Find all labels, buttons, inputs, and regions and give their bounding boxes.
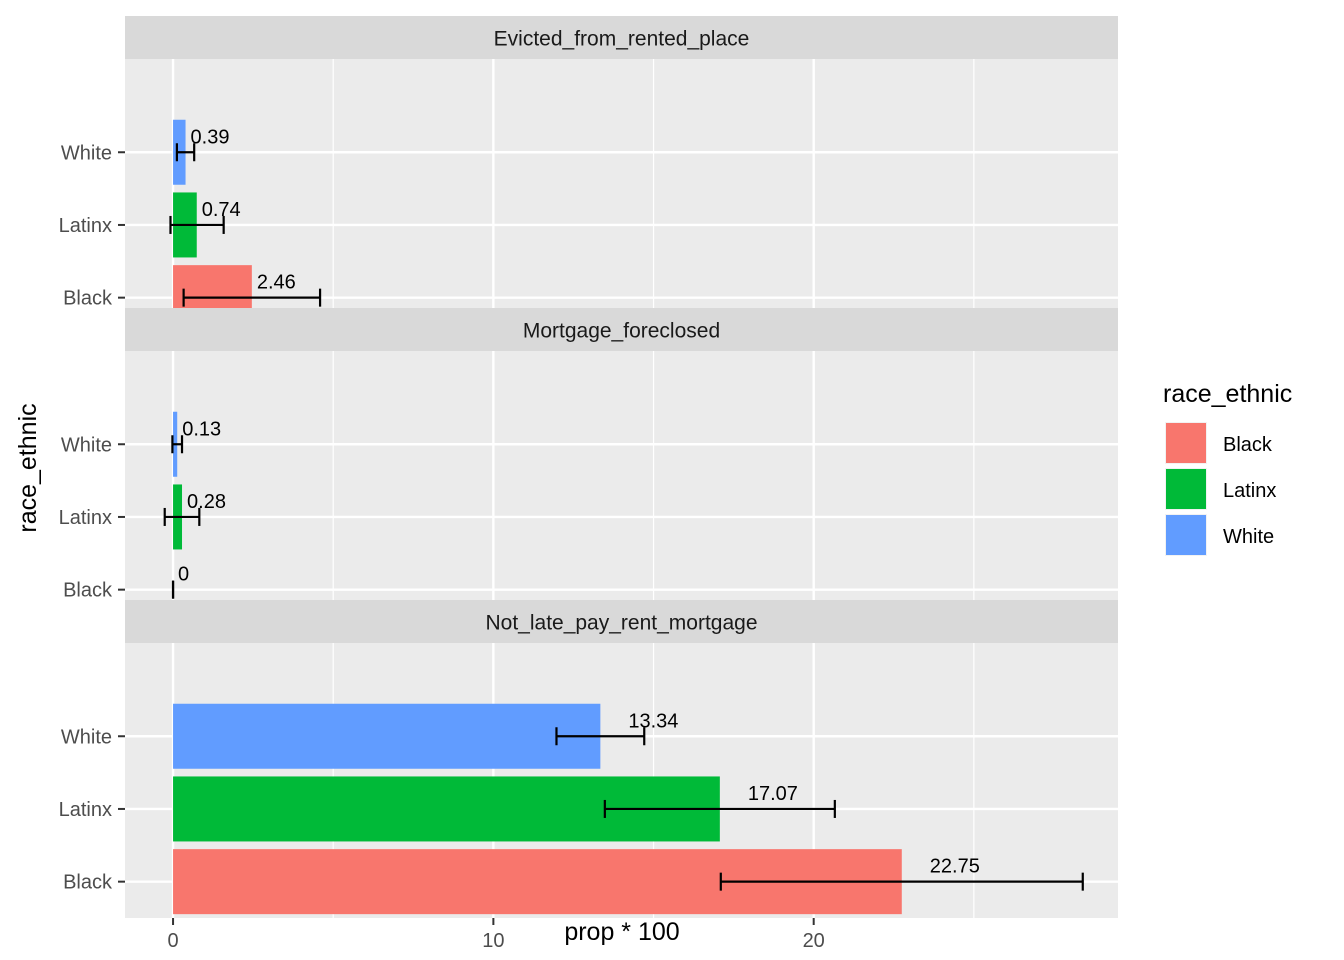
data-label: 0.39: [191, 126, 230, 148]
y-tick-label: Black: [63, 288, 113, 310]
legend-swatch: [1166, 515, 1206, 555]
error-bar: [555, 727, 646, 746]
legend-swatch: [1166, 423, 1206, 463]
error-bar: [182, 288, 322, 307]
legend-swatch: [1166, 469, 1206, 509]
facet-panel: Not_late_pay_rent_mortgage White Latinx Bla…: [59, 600, 1118, 918]
x-tick-label: 10: [482, 930, 504, 952]
facet-title: Mortgage_foreclosed: [523, 320, 720, 343]
data-label: 0.74: [202, 199, 241, 221]
facet-title: Not_late_pay_rent_mortgage: [485, 612, 757, 635]
y-tick-label: White: [61, 726, 112, 748]
x-axis-title: prop * 100: [564, 918, 679, 946]
facet-strip: [125, 600, 1118, 643]
y-tick-label: Black: [63, 872, 113, 894]
facet-strip: [125, 16, 1118, 59]
data-label: 2.46: [257, 272, 296, 294]
legend-label: Latinx: [1223, 480, 1276, 502]
y-tick-label: White: [61, 142, 112, 164]
facet-panel: Mortgage_foreclosed White Latinx Black 0.13 0…: [59, 308, 1118, 626]
y-tick-label: Latinx: [59, 215, 112, 237]
data-label: 13.34: [628, 710, 678, 732]
y-tick-label: Latinx: [59, 507, 112, 529]
legend: race_ethnic Black Latinx White: [1163, 380, 1292, 556]
error-bar: [603, 799, 836, 818]
x-tick-label: 20: [803, 930, 825, 952]
data-label: 17.07: [748, 783, 798, 805]
y-tick-label: White: [61, 434, 112, 456]
x-tick-label: 0: [167, 930, 178, 952]
data-label: 0.13: [182, 418, 221, 440]
x-axis: 0 10 20: [167, 918, 825, 952]
y-tick-label: Latinx: [59, 799, 112, 821]
facet-strip: [125, 308, 1118, 351]
panel-background: [125, 59, 1118, 334]
y-axis-title: race_ethnic: [14, 403, 42, 532]
bar: [173, 703, 601, 769]
facet-panel: Evicted_from_rented_place White Latinx Blac…: [59, 16, 1118, 334]
legend-label: White: [1223, 526, 1274, 548]
error-bar: [163, 507, 201, 526]
legend-title: race_ethnic: [1163, 380, 1292, 408]
data-label: 0.28: [187, 491, 226, 513]
panel-background: [125, 351, 1118, 626]
error-bar: [175, 143, 196, 162]
y-tick-label: Black: [63, 580, 113, 602]
error-bar: [169, 215, 225, 234]
facet-panels: Evicted_from_rented_place White Latinx Blac…: [59, 16, 1118, 918]
data-label: 22.75: [930, 856, 980, 878]
legend-label: Black: [1223, 434, 1273, 456]
data-label: 0: [178, 564, 189, 586]
error-bar: [719, 872, 1084, 891]
error-bar: [171, 435, 184, 454]
facet-title: Evicted_from_rented_place: [494, 28, 750, 51]
